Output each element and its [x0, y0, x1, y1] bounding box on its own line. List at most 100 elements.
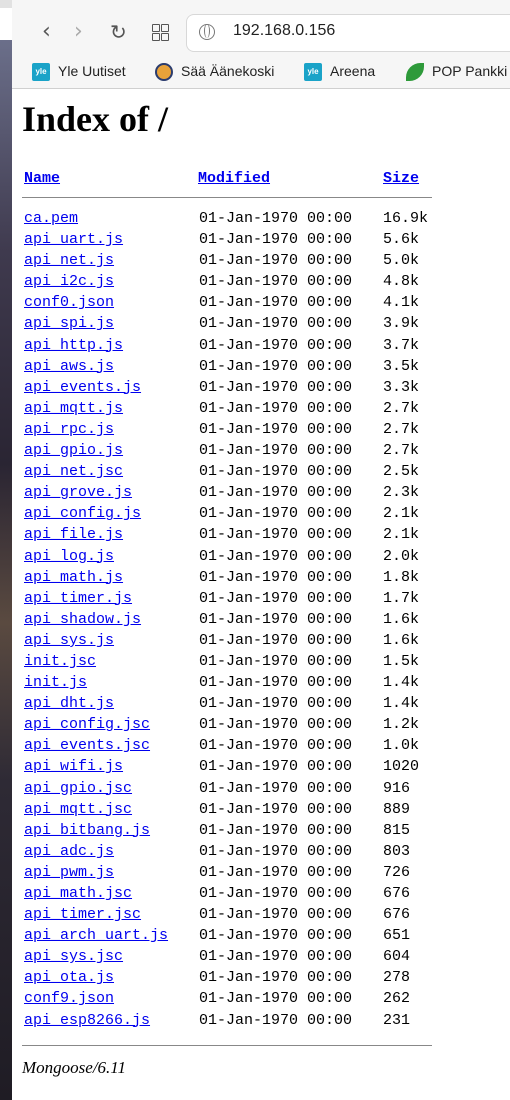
weather-icon [155, 63, 173, 82]
tab-overview-icon[interactable] [152, 24, 169, 41]
file-link[interactable]: api_grove.js [24, 484, 133, 502]
file-size: 16.9k [383, 210, 429, 227]
server-signature: Mongoose/6.11 [22, 1058, 127, 1077]
bookmarks-bar: yle Yle Uutiset Sää Äänekoski yle Areena P… [12, 54, 510, 89]
file-link[interactable]: api_sys.js [24, 631, 115, 649]
forward-icon[interactable]: › [74, 19, 83, 44]
file-link[interactable]: api_arch_uart.js [24, 927, 169, 945]
address-bar[interactable]: 192.168.0.156 [186, 14, 510, 52]
file-size: 2.1k [383, 526, 420, 544]
back-icon[interactable]: ‹ [42, 19, 51, 44]
file-link[interactable]: api_dht.js [24, 695, 115, 713]
file-modified: 01-Jan-1970 00:00 [199, 906, 353, 924]
file-size: 5.6k [383, 231, 420, 249]
file-link[interactable]: api_events.js [24, 378, 142, 396]
file-link[interactable]: api_timer.js [24, 589, 133, 607]
page-title: Index of / [22, 99, 169, 139]
file-link[interactable]: init.jsc [24, 652, 97, 670]
file-link[interactable]: api_uart.js [24, 231, 124, 249]
file-link[interactable]: api_pwm.js [24, 863, 115, 881]
file-size: 3.9k [383, 315, 420, 333]
bookmark-saa[interactable]: Sää Äänekoski [155, 61, 274, 82]
file-link[interactable]: api_gpio.jsc [24, 779, 133, 797]
file-modified: 01-Jan-1970 00:00 [199, 990, 353, 1008]
file-size: 278 [383, 969, 411, 987]
file-link[interactable]: api_net.js [24, 252, 115, 270]
file-size: 1020 [383, 758, 420, 776]
file-link[interactable]: api_sys.jsc [24, 948, 124, 966]
file-modified: 01-Jan-1970 00:00 [199, 357, 353, 375]
sort-by-size-link[interactable]: Size [383, 170, 420, 187]
file-size: 262 [383, 990, 411, 1008]
reload-icon[interactable]: ↻ [110, 20, 127, 44]
sort-by-modified-link[interactable]: Modified [198, 170, 271, 187]
sort-by-name-link[interactable]: Name [24, 170, 61, 187]
bookmark-areena[interactable]: yle Areena [304, 61, 376, 82]
file-size: 1.7k [383, 589, 420, 607]
file-modified: 01-Jan-1970 00:00 [199, 969, 353, 987]
file-link[interactable]: ca.pem [24, 210, 79, 227]
file-link[interactable]: api_timer.jsc [24, 906, 142, 924]
file-modified: 01-Jan-1970 00:00 [199, 674, 353, 692]
file-link[interactable]: conf0.json [24, 294, 115, 312]
file-link[interactable]: conf9.json [24, 990, 115, 1008]
file-modified: 01-Jan-1970 00:00 [199, 737, 353, 755]
bookmark-label: POP Pankki [432, 63, 508, 79]
file-link[interactable]: api_config.js [24, 505, 142, 523]
file-link[interactable]: api_ota.js [24, 969, 115, 987]
file-size: 1.5k [383, 652, 420, 670]
file-size: 1.4k [383, 674, 420, 692]
file-size: 1.6k [383, 610, 420, 628]
file-size: 1.6k [383, 631, 420, 649]
file-modified: 01-Jan-1970 00:00 [199, 273, 353, 291]
file-link[interactable]: api_mqtt.jsc [24, 800, 133, 818]
yle-icon: yle [304, 63, 322, 82]
file-modified: 01-Jan-1970 00:00 [199, 294, 353, 312]
file-size: 815 [383, 821, 411, 839]
page-content: Index of / [22, 92, 502, 140]
file-link[interactable]: api_bitbang.js [24, 821, 151, 839]
leaf-icon [406, 63, 424, 82]
file-link[interactable]: api_rpc.js [24, 420, 115, 438]
file-link[interactable]: api_math.jsc [24, 885, 133, 902]
file-link[interactable]: api_wifi.js [24, 758, 124, 776]
file-modified: 01-Jan-1970 00:00 [199, 505, 353, 523]
bookmark-pop-pankki[interactable]: POP Pankki [406, 61, 508, 82]
file-size: 3.7k [383, 336, 420, 354]
file-link[interactable]: api_mqtt.js [24, 399, 124, 417]
file-modified: 01-Jan-1970 00:00 [199, 842, 353, 860]
file-size: 2.5k [383, 463, 420, 481]
file-modified: 01-Jan-1970 00:00 [199, 399, 353, 417]
file-modified: 01-Jan-1970 00:00 [199, 948, 353, 966]
file-size: 604 [383, 948, 411, 966]
file-link[interactable]: init.js [24, 674, 88, 692]
file-link[interactable]: api_math.js [24, 568, 124, 586]
file-link[interactable]: api_aws.js [24, 357, 115, 375]
file-modified: 01-Jan-1970 00:00 [199, 442, 353, 460]
file-size: 2.7k [383, 399, 420, 417]
file-link[interactable]: api_gpio.js [24, 442, 124, 460]
file-link[interactable]: api_net.jsc [24, 463, 124, 481]
file-link[interactable]: api_spi.js [24, 315, 115, 333]
bookmark-yle-uutiset[interactable]: yle Yle Uutiset [32, 61, 126, 82]
file-link[interactable]: api_file.js [24, 526, 124, 544]
file-link[interactable]: api_i2c.js [24, 273, 115, 291]
file-link[interactable]: api_events.jsc [24, 737, 151, 755]
file-size: 5.0k [383, 252, 420, 270]
file-link[interactable]: api_esp8266.js [24, 1011, 151, 1029]
file-link[interactable]: api_shadow.js [24, 610, 142, 628]
file-size: 676 [383, 906, 411, 924]
file-link[interactable]: api_adc.js [24, 842, 115, 860]
file-modified: 01-Jan-1970 00:00 [199, 863, 353, 881]
file-link[interactable]: api_config.jsc [24, 716, 151, 734]
file-size: 1.2k [383, 716, 420, 734]
file-modified: 01-Jan-1970 00:00 [199, 420, 353, 438]
file-size: 676 [383, 885, 411, 902]
file-link[interactable]: api_http.js [24, 336, 124, 354]
file-modified: 01-Jan-1970 00:00 [199, 1011, 353, 1029]
yle-icon: yle [32, 63, 50, 82]
file-modified: 01-Jan-1970 00:00 [199, 568, 353, 586]
header-divider [22, 197, 432, 198]
bookmark-label: Areena [330, 63, 376, 79]
file-link[interactable]: api_log.js [24, 547, 115, 565]
